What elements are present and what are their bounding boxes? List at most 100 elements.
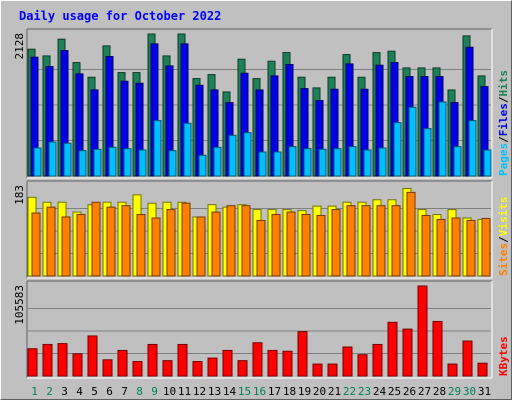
x-tick-label: 30 (463, 385, 476, 398)
bar-sites-day-13 (211, 211, 221, 277)
bar-kbytes-day-16 (252, 342, 263, 377)
bar-sites-day-30 (466, 219, 476, 277)
bar-kbytes-day-1 (27, 348, 38, 377)
x-tick-label: 6 (106, 385, 113, 398)
x-tick-label: 12 (193, 385, 206, 398)
x-tick-label: 16 (253, 385, 266, 398)
x-tick-label: 29 (448, 385, 461, 398)
bar-sites-day-31 (481, 217, 491, 277)
bar-sites-day-11 (181, 202, 191, 277)
bar-sites-day-2 (46, 206, 56, 277)
bar-kbytes-day-22 (342, 346, 353, 377)
bar-kbytes-day-28 (432, 320, 443, 377)
bar-pages-day-29 (453, 146, 462, 177)
x-tick-label: 17 (268, 385, 281, 398)
bar-kbytes-day-3 (57, 343, 68, 377)
bar-sites-day-10 (166, 209, 176, 277)
x-tick-label: 19 (298, 385, 311, 398)
bar-pages-day-20 (318, 148, 327, 177)
bar-sites-day-3 (61, 216, 71, 277)
x-tick-label: 1 (31, 385, 38, 398)
y-max-label: 183 (13, 185, 26, 205)
bar-sites-day-19 (301, 214, 311, 277)
x-axis-labels: 1 2 3 4 5 6 7 8 9 10 11 12 13 14 15 16 17 18 19 20 21 22 23 24 2… (31, 385, 491, 398)
bar-kbytes-day-9 (147, 343, 158, 377)
bar-kbytes-day-15 (237, 360, 248, 377)
bar-sites-day-16 (256, 219, 266, 277)
y-axis-legend: Sites/Visits (497, 197, 510, 277)
bar-pages-day-11 (183, 122, 192, 177)
bar-sites-day-26 (406, 191, 416, 277)
bar-pages-day-13 (213, 146, 222, 177)
x-tick-label: 2 (46, 385, 53, 398)
bar-sites-day-9 (151, 217, 161, 277)
bar-sites-day-28 (436, 218, 446, 277)
bar-sites-day-12 (196, 216, 206, 277)
bar-kbytes-day-4 (72, 353, 83, 377)
bar-pages-day-22 (348, 146, 357, 177)
x-tick-label: 21 (328, 385, 341, 398)
bar-pages-day-3 (63, 142, 72, 177)
bar-pages-day-21 (333, 148, 342, 177)
bar-kbytes-day-7 (117, 349, 128, 377)
bar-sites-day-6 (106, 206, 116, 277)
bar-kbytes-day-17 (267, 349, 278, 377)
bar-sites-day-23 (361, 205, 371, 277)
bar-pages-day-25 (393, 122, 402, 177)
y-axis-legend: KBytes (497, 336, 510, 376)
bar-pages-day-4 (78, 150, 87, 177)
x-tick-label: 28 (433, 385, 446, 398)
kbytes-panel: 105583 KBytes (13, 280, 510, 379)
bar-sites-day-22 (346, 205, 356, 277)
bar-pages-day-28 (438, 101, 447, 177)
bar-sites-day-18 (286, 211, 296, 277)
bar-pages-day-16 (258, 151, 267, 177)
y-axis-legend: Pages/Files/Hits (497, 70, 510, 176)
x-tick-label: 13 (208, 385, 221, 398)
bar-sites-day-1 (31, 212, 41, 277)
legend-part: / (497, 136, 510, 143)
bar-pages-day-31 (483, 149, 492, 177)
bar-sites-day-4 (76, 214, 86, 277)
x-tick-label: 20 (313, 385, 326, 398)
bar-kbytes-day-18 (282, 350, 293, 377)
legend-part: Files (497, 103, 510, 136)
bar-pages-day-5 (93, 148, 102, 177)
legend-part: Sites (497, 243, 510, 276)
x-tick-label: 15 (238, 385, 251, 398)
bar-kbytes-day-25 (387, 321, 398, 377)
legend-part: Visits (497, 197, 510, 237)
bar-kbytes-day-30 (462, 340, 473, 377)
bar-kbytes-day-10 (162, 360, 173, 377)
x-tick-label: 9 (151, 385, 158, 398)
bar-sites-day-25 (391, 205, 401, 277)
bar-pages-day-19 (303, 148, 312, 177)
bar-pages-day-10 (168, 150, 177, 177)
bar-kbytes-day-26 (402, 328, 413, 377)
x-tick-label: 5 (91, 385, 98, 398)
bar-kbytes-day-14 (222, 349, 233, 377)
bar-kbytes-day-5 (87, 335, 98, 377)
bar-kbytes-day-19 (297, 331, 308, 377)
x-tick-label: 23 (358, 385, 371, 398)
x-tick-label: 27 (418, 385, 431, 398)
bar-kbytes-day-8 (132, 361, 143, 377)
bar-sites-day-24 (376, 205, 386, 277)
bar-kbytes-day-2 (42, 343, 53, 377)
bar-pages-day-9 (153, 120, 162, 177)
x-tick-label: 3 (61, 385, 68, 398)
x-tick-label: 18 (283, 385, 296, 398)
bar-sites-day-20 (316, 215, 326, 277)
bar-pages-day-24 (378, 147, 387, 177)
legend-part: Hits (497, 70, 510, 97)
x-tick-label: 4 (76, 385, 83, 398)
bar-kbytes-day-12 (192, 361, 203, 377)
bar-sites-day-21 (331, 209, 341, 277)
y-max-label: 105583 (13, 285, 26, 325)
bar-sites-day-17 (271, 214, 281, 277)
bar-sites-day-15 (241, 205, 251, 277)
bar-kbytes-day-29 (447, 363, 458, 377)
bar-pages-day-7 (123, 148, 132, 177)
chart-title: Daily usage for October 2022 (19, 9, 221, 23)
